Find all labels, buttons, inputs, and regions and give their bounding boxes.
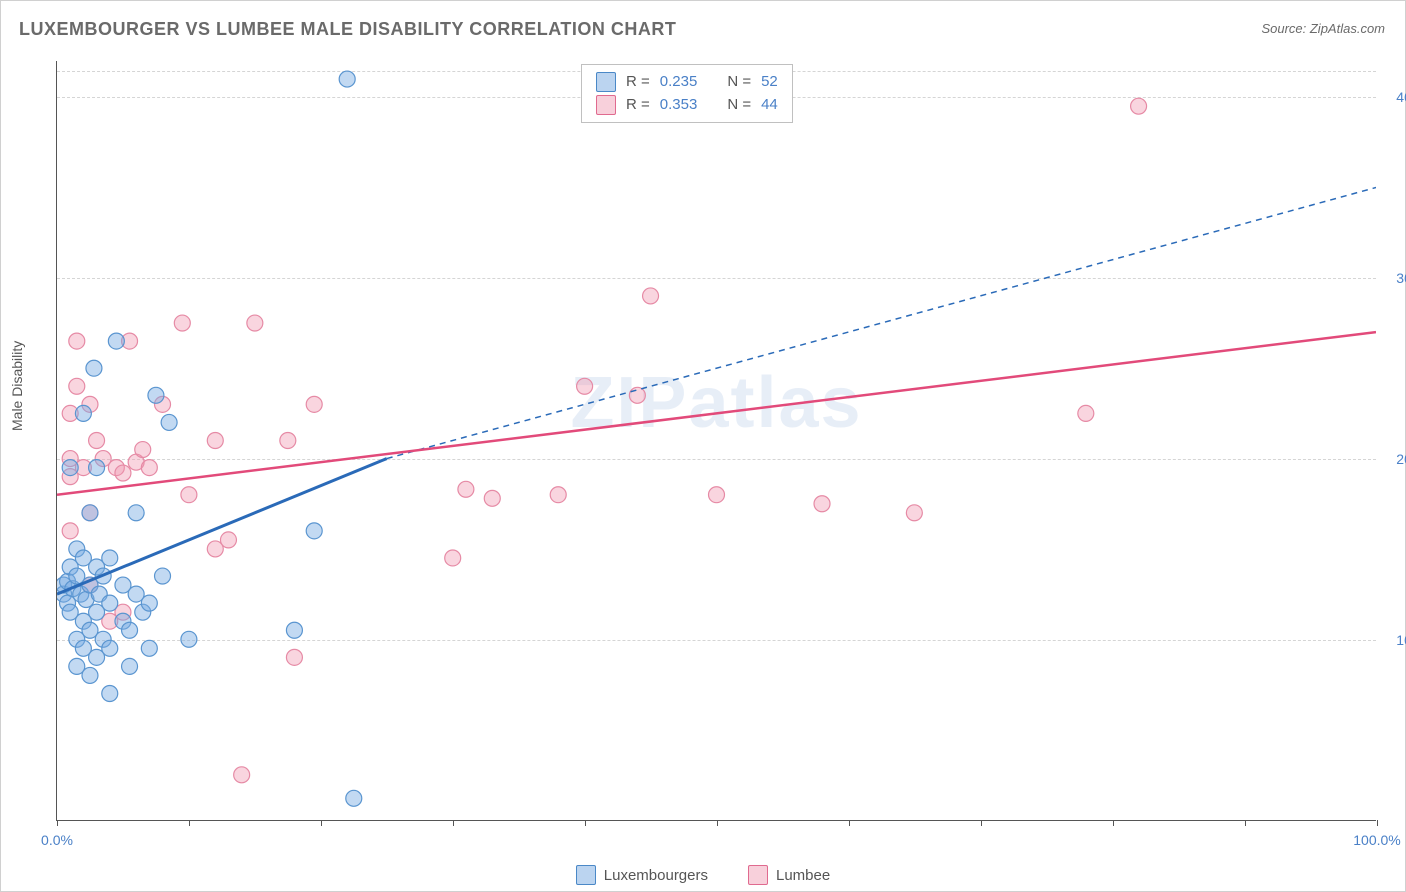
data-point: [102, 640, 118, 656]
stats-legend-box: R = 0.235 N = 52 R = 0.353 N = 44: [581, 64, 793, 123]
data-point: [102, 686, 118, 702]
data-point: [458, 481, 474, 497]
data-point: [62, 460, 78, 476]
legend-item-blue: Luxembourgers: [576, 865, 708, 885]
data-point: [346, 790, 362, 806]
data-point: [577, 378, 593, 394]
data-point: [247, 315, 263, 331]
plot-area: ZIPatlas 10.0%20.0%30.0%40.0%0.0%100.0%: [56, 61, 1376, 821]
swatch-pink-icon: [748, 865, 768, 885]
data-point: [1078, 405, 1094, 421]
data-point: [709, 487, 725, 503]
data-point: [141, 640, 157, 656]
swatch-blue-icon: [576, 865, 596, 885]
x-tick-label: 0.0%: [41, 832, 73, 848]
source-attribution: Source: ZipAtlas.com: [1261, 21, 1385, 36]
y-tick-label: 30.0%: [1396, 270, 1406, 286]
data-point: [280, 433, 296, 449]
bottom-legend: Luxembourgers Lumbee: [1, 865, 1405, 885]
x-tick: [1113, 820, 1114, 826]
stats-row-blue: R = 0.235 N = 52: [596, 71, 778, 94]
x-tick: [321, 820, 322, 826]
data-point: [550, 487, 566, 503]
data-point: [82, 505, 98, 521]
r-value-pink: 0.353: [660, 94, 698, 117]
data-point: [122, 622, 138, 638]
data-point: [86, 360, 102, 376]
data-point: [643, 288, 659, 304]
data-point: [108, 333, 124, 349]
x-tick: [717, 820, 718, 826]
data-point: [445, 550, 461, 566]
legend-label-pink: Lumbee: [776, 867, 830, 884]
n-label: N =: [727, 94, 751, 117]
n-label: N =: [727, 71, 751, 94]
data-point: [484, 490, 500, 506]
data-point: [89, 460, 105, 476]
swatch-blue-icon: [596, 72, 616, 92]
data-point: [128, 505, 144, 521]
data-point: [339, 71, 355, 87]
x-tick: [453, 820, 454, 826]
data-point: [234, 767, 250, 783]
legend-item-pink: Lumbee: [748, 865, 830, 885]
data-point: [69, 378, 85, 394]
data-point: [69, 333, 85, 349]
r-label: R =: [626, 71, 650, 94]
data-point: [629, 387, 645, 403]
chart-container: LUXEMBOURGER VS LUMBEE MALE DISABILITY C…: [0, 0, 1406, 892]
data-point: [286, 649, 302, 665]
y-tick-label: 20.0%: [1396, 451, 1406, 467]
x-tick: [981, 820, 982, 826]
data-point: [181, 487, 197, 503]
data-point: [286, 622, 302, 638]
data-point: [62, 523, 78, 539]
data-point: [102, 550, 118, 566]
data-point: [220, 532, 236, 548]
x-tick: [1245, 820, 1246, 826]
data-point: [141, 460, 157, 476]
stats-row-pink: R = 0.353 N = 44: [596, 94, 778, 117]
x-tick: [189, 820, 190, 826]
data-point: [306, 523, 322, 539]
data-point: [141, 595, 157, 611]
y-axis-label: Male Disability: [9, 341, 25, 431]
trend-line: [57, 459, 387, 595]
data-point: [135, 442, 151, 458]
swatch-pink-icon: [596, 95, 616, 115]
data-point: [155, 568, 171, 584]
data-point: [174, 315, 190, 331]
chart-title: LUXEMBOURGER VS LUMBEE MALE DISABILITY C…: [19, 19, 676, 40]
data-point: [75, 405, 91, 421]
trend-line: [387, 188, 1376, 459]
y-tick-label: 40.0%: [1396, 89, 1406, 105]
data-point: [122, 658, 138, 674]
x-tick: [57, 820, 58, 826]
n-value-blue: 52: [761, 71, 778, 94]
legend-label-blue: Luxembourgers: [604, 867, 708, 884]
n-value-pink: 44: [761, 94, 778, 117]
x-tick: [849, 820, 850, 826]
r-value-blue: 0.235: [660, 71, 698, 94]
data-point: [115, 465, 131, 481]
x-tick: [585, 820, 586, 826]
data-point: [89, 433, 105, 449]
chart-svg: [57, 61, 1376, 820]
data-point: [906, 505, 922, 521]
x-tick: [1377, 820, 1378, 826]
x-tick-label: 100.0%: [1353, 832, 1400, 848]
y-tick-label: 10.0%: [1396, 632, 1406, 648]
data-point: [161, 414, 177, 430]
data-point: [1131, 98, 1147, 114]
data-point: [82, 667, 98, 683]
data-point: [181, 631, 197, 647]
data-point: [102, 595, 118, 611]
data-point: [207, 433, 223, 449]
data-point: [306, 396, 322, 412]
trend-line: [57, 332, 1376, 495]
r-label: R =: [626, 94, 650, 117]
data-point: [148, 387, 164, 403]
data-point: [814, 496, 830, 512]
